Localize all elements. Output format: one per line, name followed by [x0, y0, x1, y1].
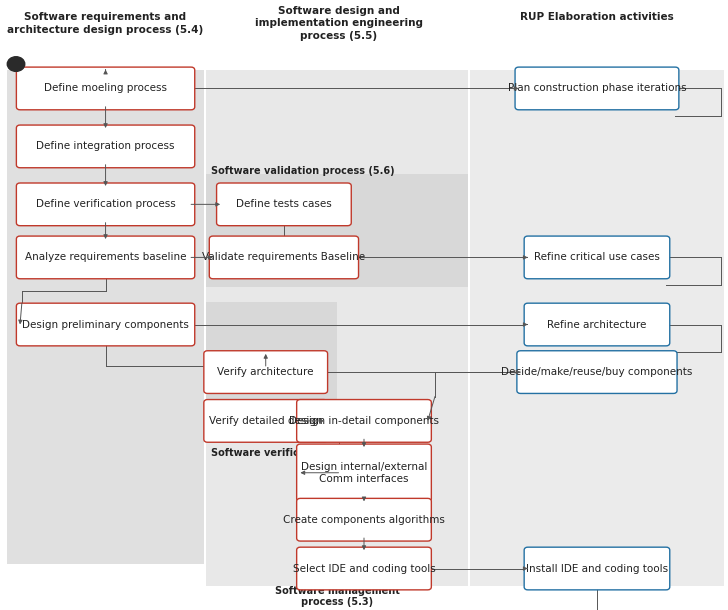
FancyBboxPatch shape [217, 183, 352, 226]
FancyBboxPatch shape [524, 547, 670, 590]
Text: Design preliminary components: Design preliminary components [22, 320, 189, 329]
Text: Software requirements and
architecture design process (5.4): Software requirements and architecture d… [7, 12, 204, 35]
Text: Software design and
implementation engineering
process (5.5): Software design and implementation engin… [255, 6, 422, 41]
FancyBboxPatch shape [16, 303, 195, 346]
FancyBboxPatch shape [16, 67, 195, 110]
Text: Verify detailed design: Verify detailed design [209, 416, 323, 426]
Text: Select IDE and coding tools: Select IDE and coding tools [293, 564, 435, 573]
FancyBboxPatch shape [16, 183, 195, 226]
Text: Software verification process (5.8): Software verification process (5.8) [211, 448, 403, 458]
FancyBboxPatch shape [297, 498, 432, 541]
Bar [7, 70, 204, 564]
Text: Software validation process (5.6): Software validation process (5.6) [211, 166, 395, 176]
FancyBboxPatch shape [515, 67, 678, 110]
Text: Design internal/external
Comm interfaces: Design internal/external Comm interfaces [301, 462, 427, 484]
FancyBboxPatch shape [524, 303, 670, 346]
Bar [206, 174, 468, 287]
Bar [206, 302, 337, 439]
Bar [470, 70, 724, 586]
Circle shape [7, 57, 25, 71]
Text: Refine critical use cases: Refine critical use cases [534, 253, 660, 262]
FancyBboxPatch shape [16, 236, 195, 279]
FancyBboxPatch shape [297, 400, 432, 442]
Text: Design in-detail components: Design in-detail components [289, 416, 439, 426]
FancyBboxPatch shape [524, 236, 670, 279]
FancyBboxPatch shape [204, 400, 328, 442]
Text: Validate requirements Baseline: Validate requirements Baseline [202, 253, 365, 262]
Text: Refine architecture: Refine architecture [547, 320, 646, 329]
Bar [206, 70, 468, 586]
FancyBboxPatch shape [204, 351, 328, 393]
Text: Verify architecture: Verify architecture [218, 367, 314, 377]
FancyBboxPatch shape [210, 236, 359, 279]
Text: Analyze requirements baseline: Analyze requirements baseline [25, 253, 186, 262]
Text: RUP Elaboration activities: RUP Elaboration activities [520, 12, 674, 22]
FancyBboxPatch shape [16, 125, 195, 168]
Text: Install IDE and coding tools: Install IDE and coding tools [526, 564, 668, 573]
Text: Define integration process: Define integration process [36, 142, 175, 151]
Text: Plan construction phase iterations: Plan construction phase iterations [507, 84, 687, 93]
Text: Decide/make/reuse/buy components: Decide/make/reuse/buy components [502, 367, 692, 377]
Text: Software management
process (5.3): Software management process (5.3) [274, 586, 400, 607]
Text: Define moeling process: Define moeling process [44, 84, 167, 93]
Text: Create components algorithms: Create components algorithms [283, 515, 445, 525]
FancyBboxPatch shape [297, 547, 432, 590]
FancyBboxPatch shape [297, 444, 432, 501]
FancyBboxPatch shape [517, 351, 677, 393]
Text: Define verification process: Define verification process [36, 199, 175, 209]
Text: Define tests cases: Define tests cases [236, 199, 332, 209]
